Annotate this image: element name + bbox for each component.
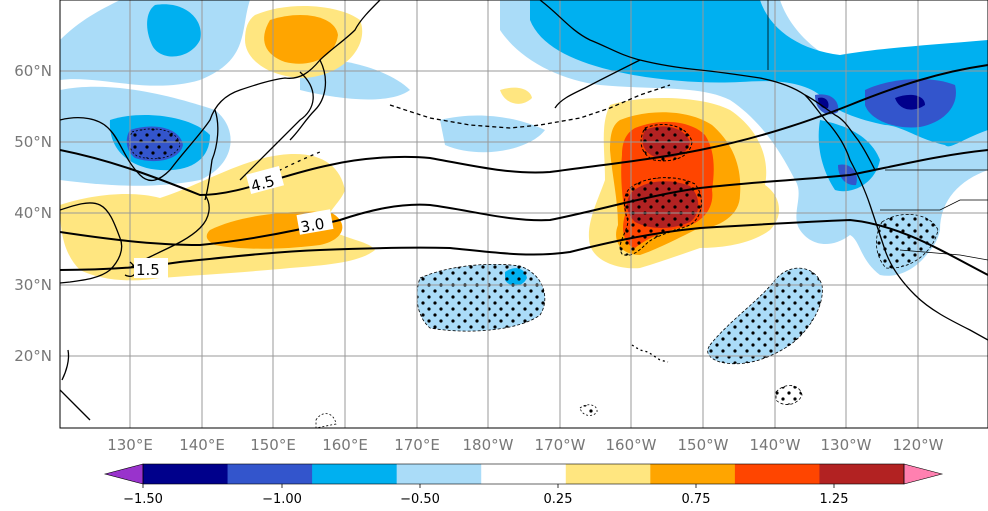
contour-label-1-5: 1.5 [136,261,160,279]
colorbar-tick-1-25: 1.25 [820,492,849,507]
colorbar-frame [142,463,905,485]
latitude-labels: 60°N 50°N 40°N 30°N 20°N [14,62,52,365]
colorbar-tick-neg1-50: −1.50 [123,492,163,507]
colorbar-extend-low [103,463,144,485]
colorbar-tick-neg0-50: −0.50 [400,492,440,507]
colorbar-tick-0-75: 0.75 [682,492,711,507]
longitude-labels: 130°E 140°E 150°E 160°E 170°E 180°W 170°… [107,436,943,454]
lon-label-120w: 120°W [893,436,944,454]
colorbar-cell [312,464,398,484]
lat-label-20: 20°N [14,347,52,365]
colorbar-extend-high [903,463,944,485]
lon-label-160e: 160°E [322,436,368,454]
lat-label-30: 30°N [14,276,52,294]
map-frame [59,0,988,429]
contour-lines [60,64,988,276]
contour-label-3-0: 3.0 [299,215,326,237]
lon-label-180w: 180°W [463,436,514,454]
contour-1-5 [60,218,988,276]
contour-4-5 [60,64,988,197]
colorbar: −1.50 −1.00 −0.50 0.25 0.75 1.25 [103,463,944,507]
lat-label-50: 50°N [14,133,52,151]
colorbar-cell [227,464,313,484]
graticule [60,0,988,428]
contour-3-0 [60,149,988,247]
colorbar-cell [481,464,567,484]
contour-label-4-5: 4.5 [249,172,277,196]
colorbar-cell [819,464,905,484]
colorbar-tick-0-25: 0.25 [544,492,573,507]
lon-label-130w: 130°W [821,436,872,454]
lon-label-140e: 140°E [179,436,225,454]
colorbar-cell [734,464,820,484]
lat-label-40: 40°N [14,204,52,222]
lon-label-150e: 150°E [250,436,296,454]
lon-label-150w: 150°W [678,436,729,454]
lon-label-170e: 170°E [394,436,440,454]
colorbar-cell [565,464,651,484]
colorbar-cell [650,464,736,484]
lat-label-60: 60°N [14,62,52,80]
colorbar-tick-neg1-00: −1.00 [262,492,302,507]
lon-label-140w: 140°W [750,436,801,454]
lon-label-170w: 170°W [535,436,586,454]
lon-label-160w: 160°W [606,436,657,454]
lon-label-130e: 130°E [107,436,153,454]
colorbar-cell [143,464,229,484]
colorbar-cell [396,464,482,484]
contour-label-group: 4.5 3.0 1.5 [134,165,334,279]
